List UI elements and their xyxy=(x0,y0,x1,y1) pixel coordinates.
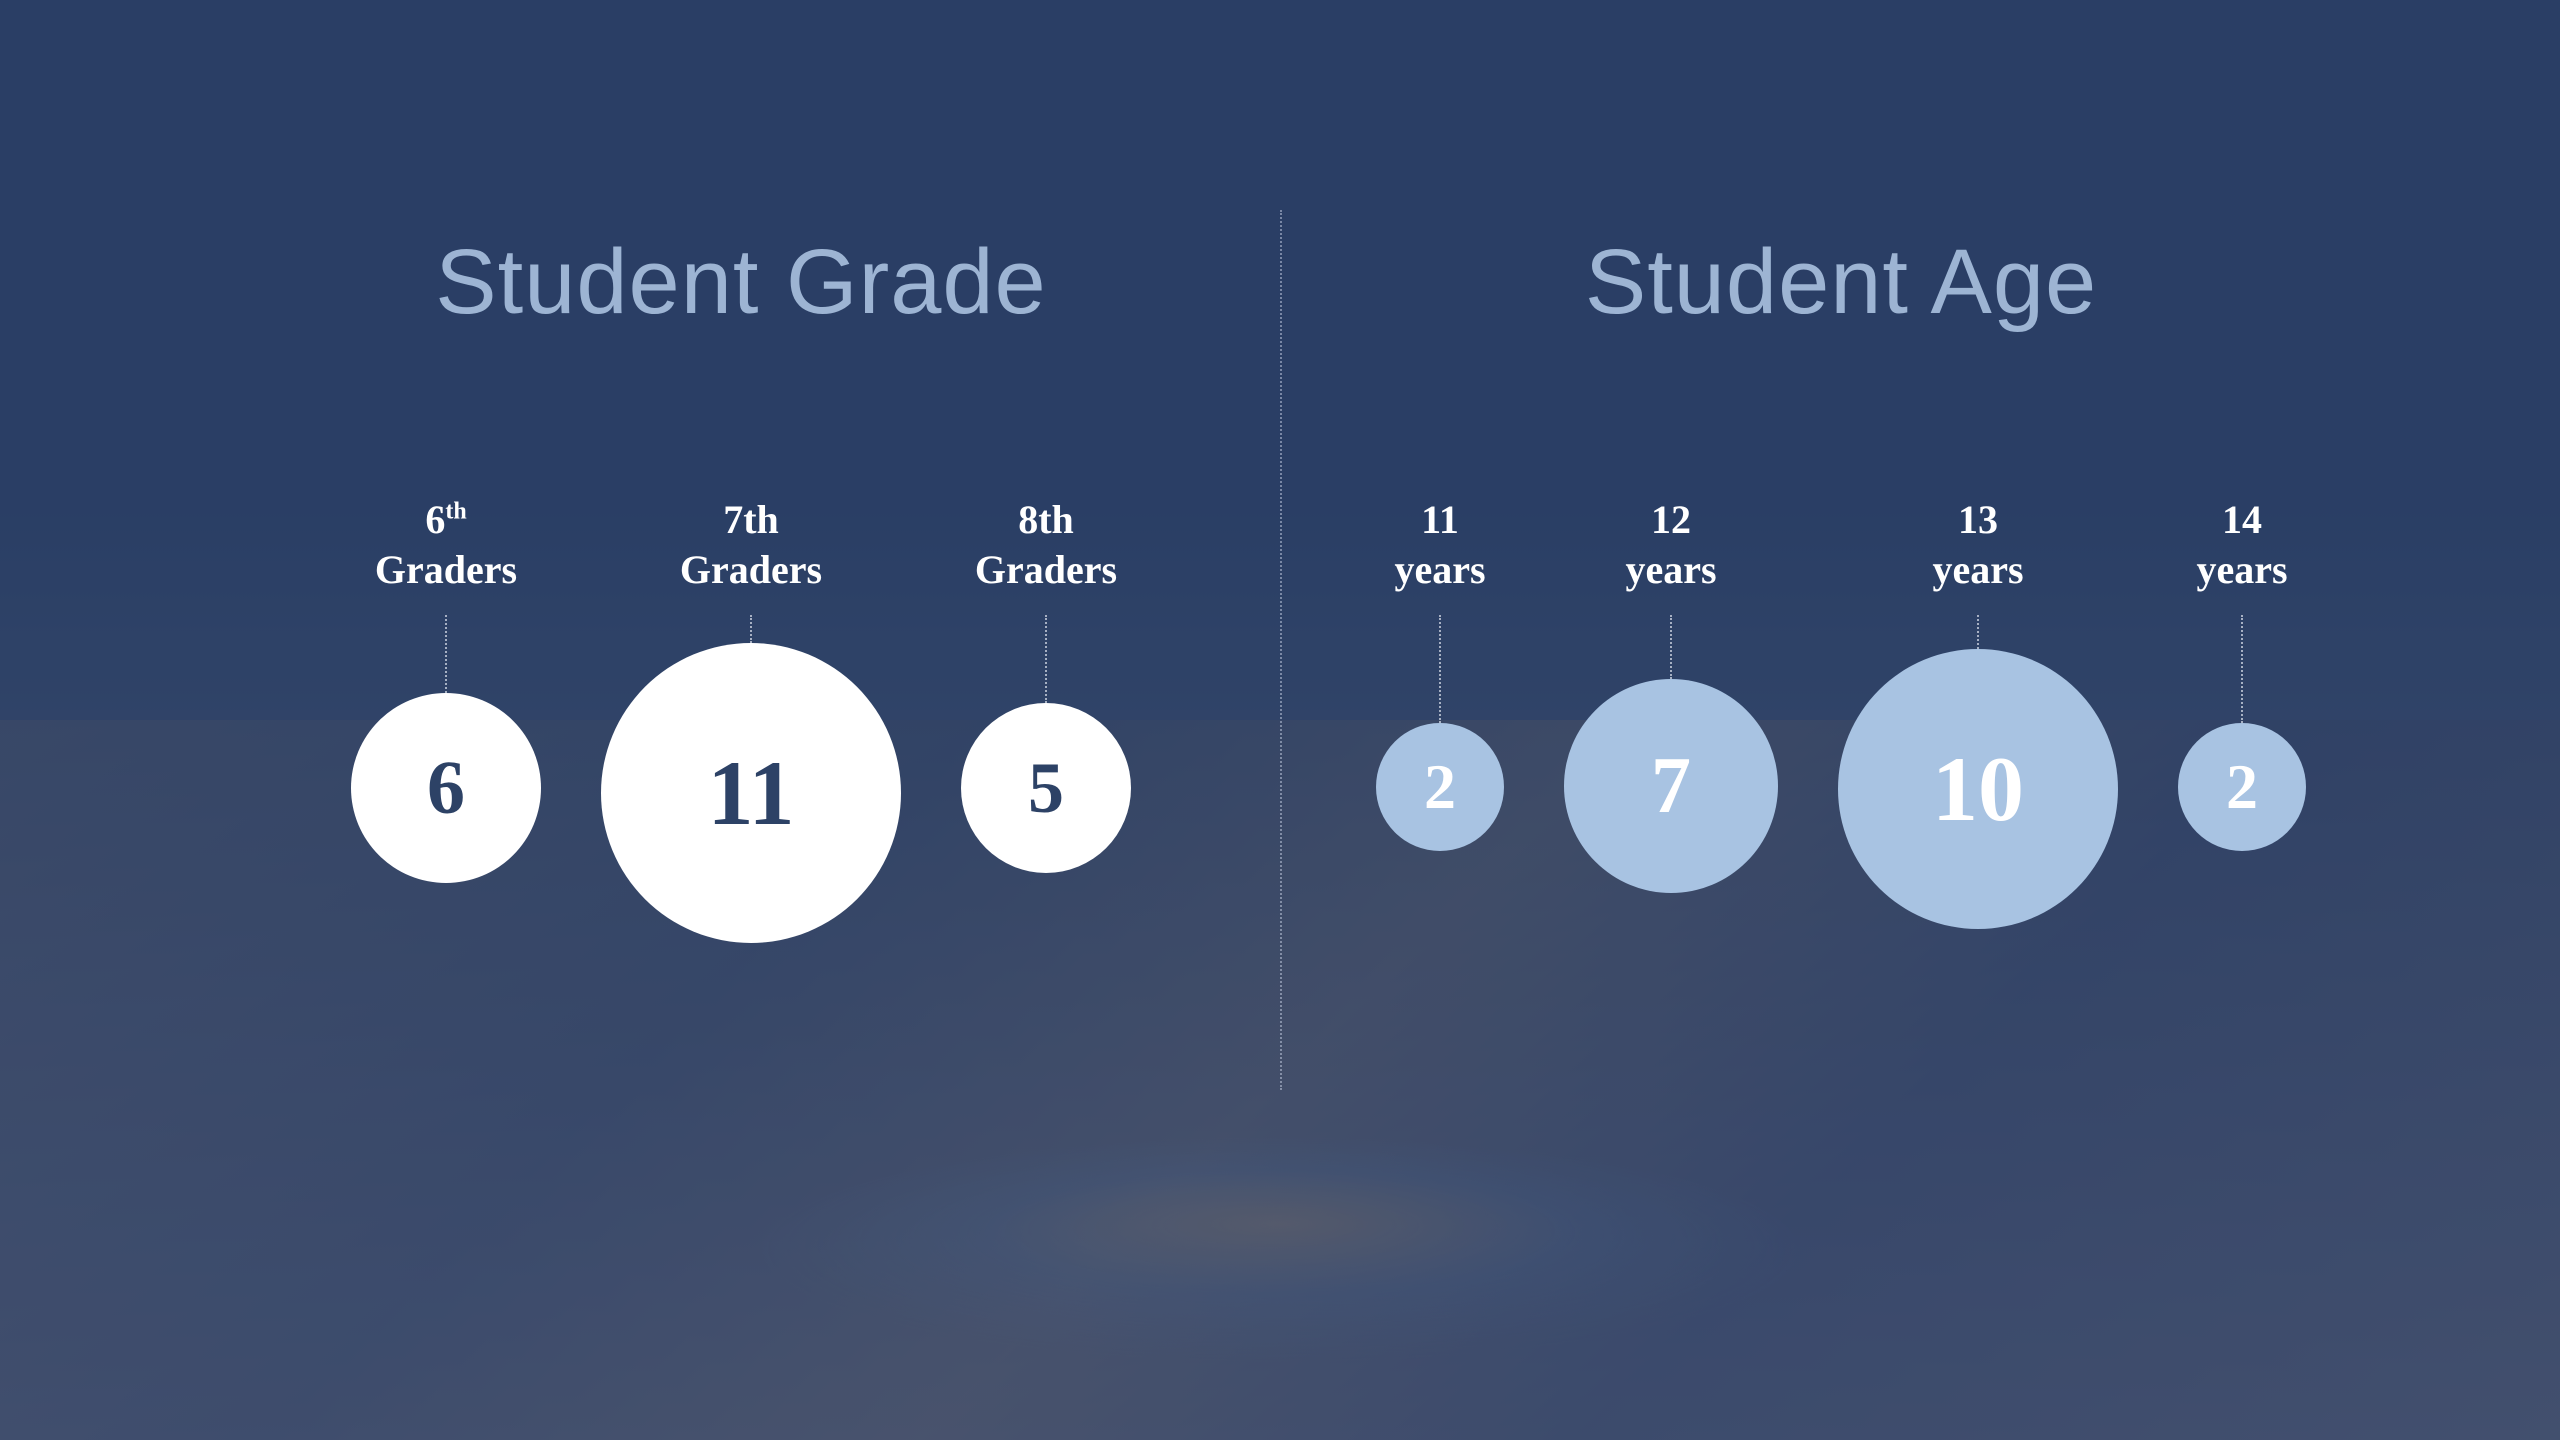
bubble-value: 5 xyxy=(1028,747,1064,830)
bubble-value: 2 xyxy=(1424,750,1456,824)
title-student-grade: Student Grade xyxy=(435,230,1046,335)
title-student-age: Student Age xyxy=(1585,230,2097,335)
bubble-value: 2 xyxy=(2226,750,2258,824)
bubbles-grade: 6thGraders 6 7thGraders 11 8thGraders 5 xyxy=(351,495,1131,943)
bubble-circle: 10 xyxy=(1838,649,2118,929)
connector-line xyxy=(445,615,447,693)
bubble-item: 14years 2 xyxy=(2178,495,2306,851)
bubble-label: 11years xyxy=(1394,495,1485,595)
bubble-item: 8thGraders 5 xyxy=(961,495,1131,873)
bubble-item: 7thGraders 11 xyxy=(601,495,901,943)
bubbles-age: 11years 2 12years 7 13years 10 14years 2 xyxy=(1376,495,2306,929)
center-divider xyxy=(1280,210,1282,1090)
connector-line xyxy=(1045,615,1047,703)
bubble-circle: 2 xyxy=(2178,723,2306,851)
bubble-label: 6thGraders xyxy=(375,495,517,595)
connector-line xyxy=(1439,615,1441,723)
bubble-item: 11years 2 xyxy=(1376,495,1504,851)
bubble-label: 8thGraders xyxy=(975,495,1117,595)
content-row: Student Grade 6thGraders 6 7thGraders 11 8th… xyxy=(0,0,2560,1440)
bubble-item: 13years 10 xyxy=(1838,495,2118,929)
bubble-label: 13years xyxy=(1932,495,2023,595)
bubble-item: 6thGraders 6 xyxy=(351,495,541,883)
connector-line xyxy=(2241,615,2243,723)
bubble-label: 12years xyxy=(1625,495,1716,595)
bubble-circle: 6 xyxy=(351,693,541,883)
bubble-value: 6 xyxy=(427,745,465,832)
bubble-label: 7thGraders xyxy=(680,495,822,595)
bubble-circle: 11 xyxy=(601,643,901,943)
bubble-circle: 5 xyxy=(961,703,1131,873)
bubble-value: 11 xyxy=(708,740,795,846)
bubble-circle: 7 xyxy=(1564,679,1778,893)
bubble-value: 7 xyxy=(1651,741,1691,832)
connector-line xyxy=(750,615,752,643)
bubble-item: 12years 7 xyxy=(1564,495,1778,893)
bubble-label: 14years xyxy=(2196,495,2287,595)
panel-student-age: Student Age 11years 2 12years 7 13years 10 14y… xyxy=(1302,0,2380,1440)
connector-line xyxy=(1977,615,1979,649)
connector-line xyxy=(1670,615,1672,679)
bubble-value: 10 xyxy=(1932,736,2024,842)
panel-student-grade: Student Grade 6thGraders 6 7thGraders 11 8th… xyxy=(180,0,1302,1440)
bubble-circle: 2 xyxy=(1376,723,1504,851)
